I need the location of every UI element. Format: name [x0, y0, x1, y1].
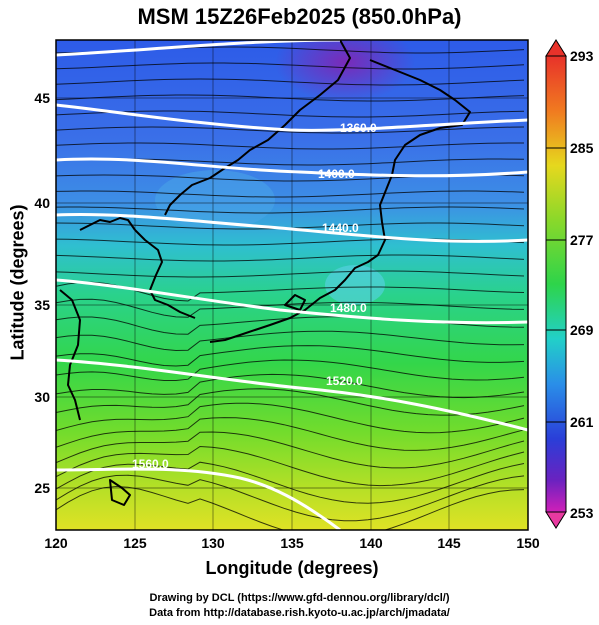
x-axis-label: Longitude (degrees)	[205, 558, 379, 578]
credit-data: Data from http://database.rish.kyoto-u.a…	[149, 607, 450, 619]
streamline	[56, 431, 525, 469]
streamline	[56, 94, 525, 102]
streamline	[56, 417, 525, 451]
colorbar-bottom-arrow	[545, 511, 567, 529]
plot-frame	[55, 39, 529, 531]
height-contours	[56, 40, 528, 530]
streamline	[56, 485, 525, 530]
contour-label: 1400.0	[318, 167, 355, 181]
streamline	[56, 126, 525, 134]
streamline	[56, 388, 525, 416]
contour-labels: 1360.0 1400.0 1440.0 1480.0 1520.0 1560.…	[132, 121, 377, 471]
y-tick-label: 25	[34, 480, 50, 496]
streamline	[56, 359, 525, 381]
y-tick-label: 35	[34, 297, 50, 313]
contour-label: 1440.0	[322, 221, 359, 235]
streamline	[56, 270, 525, 278]
x-tick-label: 130	[201, 535, 225, 551]
credit-drawing: Drawing by DCL (https://www.gfd-dennou.o…	[149, 592, 450, 604]
streamline	[56, 445, 525, 487]
streamline	[56, 142, 524, 150]
x-tick-label: 125	[123, 535, 147, 551]
x-tick-label: 150	[516, 535, 540, 551]
y-tick-label: 30	[34, 389, 50, 405]
streamline	[56, 402, 525, 434]
contour-label: 1520.0	[326, 374, 363, 388]
streamline	[56, 474, 525, 522]
colorbar-top-arrow	[545, 39, 567, 57]
temperature-field: 1360.0 1400.0 1440.0 1480.0 1520.0 1560.…	[56, 40, 528, 530]
streamline	[56, 298, 525, 318]
x-tick-label: 145	[437, 535, 461, 551]
streamline	[56, 62, 525, 70]
colorbar-tick-label: 253	[570, 505, 594, 521]
streamline	[56, 345, 525, 367]
y-tick-label: 45	[34, 90, 50, 106]
x-tick-label: 140	[359, 535, 383, 551]
wind-streamlines	[56, 46, 525, 530]
colorbar-tick-label: 285	[570, 140, 594, 156]
x-tick-label: 135	[280, 535, 304, 551]
contour-label: 1560.0	[132, 457, 169, 471]
streamline	[56, 254, 525, 262]
colorbar-tick-label: 261	[570, 414, 594, 430]
streamline	[56, 110, 525, 118]
colorbar-tick-label: 277	[570, 232, 594, 248]
contour-label: 1480.0	[330, 301, 367, 315]
streamline	[56, 373, 525, 399]
colorbar-gradient	[545, 55, 567, 513]
streamline	[56, 78, 525, 86]
coastlines	[59, 40, 471, 506]
y-axis-label: Latitude (degrees)	[7, 204, 28, 361]
y-tick-label: 40	[34, 195, 50, 211]
contour-label: 1360.0	[340, 121, 377, 135]
x-tick-label: 120	[44, 535, 68, 551]
streamline	[56, 190, 525, 198]
colorbar-tick-label: 269	[570, 322, 594, 338]
streamline	[56, 461, 525, 504]
x-axis-ticks: 120 125 130 135 140 145 150	[44, 535, 540, 551]
streamline	[56, 206, 525, 214]
streamline	[56, 330, 525, 352]
colorbar-tick-label: 293	[570, 48, 594, 64]
y-axis-ticks: 25 30 35 40 45	[34, 90, 50, 496]
colorbar: 293 285 277 269 261 253	[545, 39, 594, 529]
chart-title: MSM 15Z26Feb2025 (850.0hPa)	[137, 4, 462, 29]
